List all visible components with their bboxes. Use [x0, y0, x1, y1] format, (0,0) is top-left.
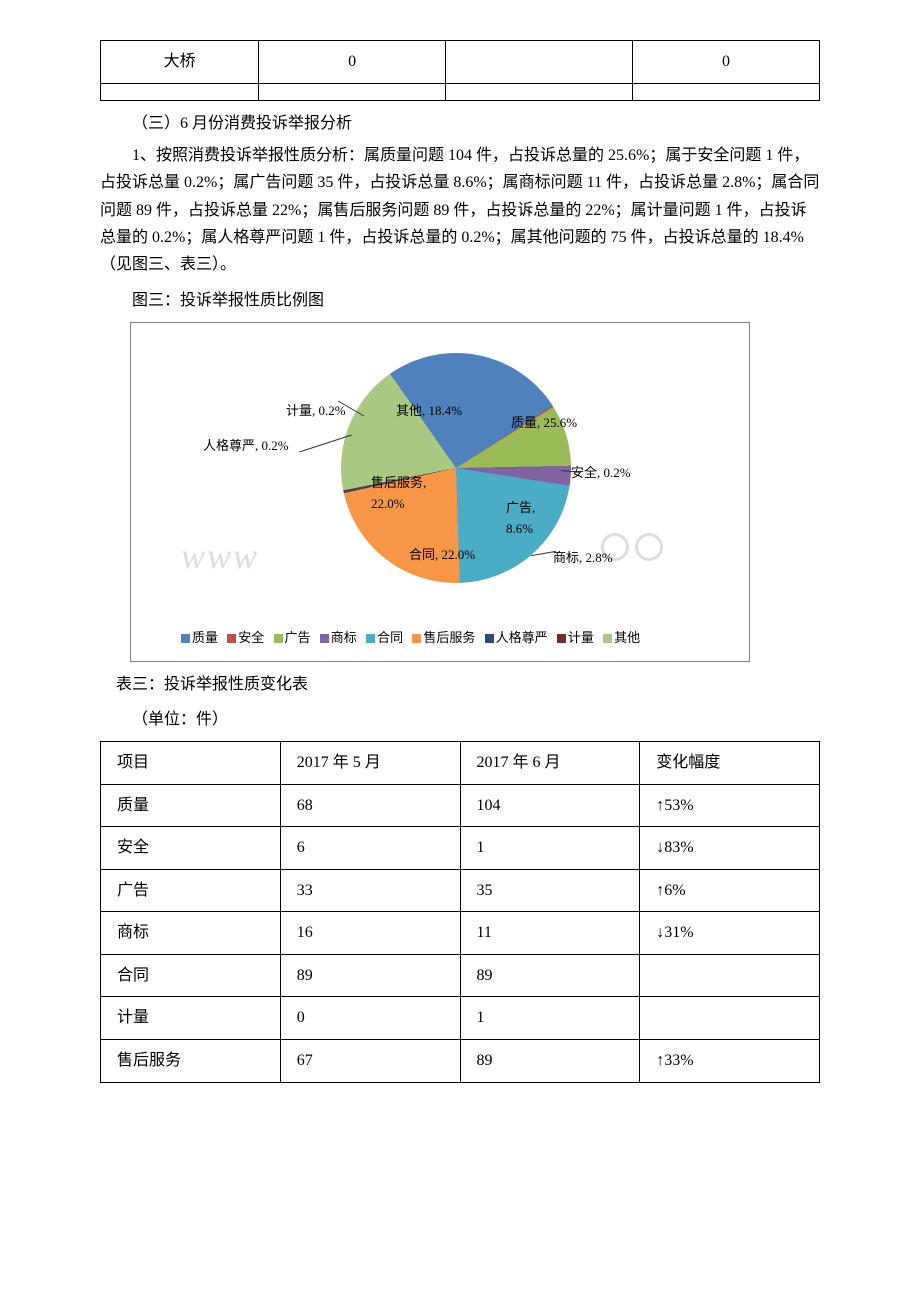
legend-item: 合同: [366, 628, 403, 649]
cell: ↑53%: [640, 784, 820, 827]
col-header: 变化幅度: [640, 741, 820, 784]
legend-item: 售后服务: [412, 628, 475, 649]
top-partial-table: 大桥 0 0: [100, 40, 820, 101]
cell: ↓83%: [640, 827, 820, 870]
cell: 0: [280, 997, 460, 1040]
legend-swatch-icon: [320, 634, 329, 643]
table-row: 大桥 0 0: [101, 41, 820, 84]
col-header: 2017 年 6 月: [460, 741, 640, 784]
document-page: 大桥 0 0 （三）6 月份消费投诉举报分析 1、按照消费投诉举报性质分析：属质…: [0, 0, 920, 1133]
legend-swatch-icon: [485, 634, 494, 643]
cell: 商标: [101, 912, 281, 955]
legend-item: 计量: [557, 628, 594, 649]
watermark-circle-icon: [635, 533, 663, 561]
legend-swatch-icon: [274, 634, 283, 643]
cell: 1: [460, 997, 640, 1040]
cell: 67: [280, 1040, 460, 1083]
cell: 安全: [101, 827, 281, 870]
cell: [640, 954, 820, 997]
table-row: 质量68104↑53%: [101, 784, 820, 827]
legend-swatch-icon: [412, 634, 421, 643]
legend-swatch-icon: [557, 634, 566, 643]
chart-legend: 质量 安全 广告 商标 合同 售后服务 人格尊严 计量 其他: [181, 628, 646, 649]
cell: ↑6%: [640, 869, 820, 912]
table-row: 合同8989: [101, 954, 820, 997]
cell: 6: [280, 827, 460, 870]
watermark-text: www: [181, 528, 259, 586]
cell: [259, 83, 446, 100]
legend-item: 商标: [320, 628, 357, 649]
cell: [633, 83, 820, 100]
legend-swatch-icon: [603, 634, 612, 643]
cell: ↑33%: [640, 1040, 820, 1083]
table-row: [101, 83, 820, 100]
slice-label-quality: 质量, 25.6%: [511, 413, 577, 434]
cell: 质量: [101, 784, 281, 827]
cell: 89: [460, 1040, 640, 1083]
slice-label-safety: 安全, 0.2%: [571, 463, 631, 484]
cell: ↓31%: [640, 912, 820, 955]
slice-label-other: 其他, 18.4%: [396, 401, 462, 422]
legend-item: 质量: [181, 628, 218, 649]
legend-item: 人格尊严: [485, 628, 548, 649]
slice-label-dignity: 人格尊严, 0.2%: [203, 436, 289, 457]
legend-swatch-icon: [227, 634, 236, 643]
cell: [446, 41, 633, 84]
cell: 104: [460, 784, 640, 827]
legend-item: 广告: [274, 628, 311, 649]
cell: 合同: [101, 954, 281, 997]
table-3-change-table: 项目 2017 年 5 月 2017 年 6 月 变化幅度 质量68104↑53…: [100, 741, 820, 1083]
table-row: 售后服务6789↑33%: [101, 1040, 820, 1083]
legend-swatch-icon: [181, 634, 190, 643]
cell: 0: [633, 41, 820, 84]
cell: 计量: [101, 997, 281, 1040]
table-3-unit: （单位：件）: [100, 707, 820, 733]
cell: 售后服务: [101, 1040, 281, 1083]
cell: 16: [280, 912, 460, 955]
cell: 33: [280, 869, 460, 912]
cell: 11: [460, 912, 640, 955]
table-row: 广告3335↑6%: [101, 869, 820, 912]
table-row: 计量01: [101, 997, 820, 1040]
table-3-caption: 表三：投诉举报性质变化表: [100, 672, 820, 698]
table-row: 商标1611↓31%: [101, 912, 820, 955]
cell: 89: [460, 954, 640, 997]
slice-label-aftersale: 售后服务,22.0%: [371, 473, 426, 515]
col-header: 项目: [101, 741, 281, 784]
table-row: 安全61↓83%: [101, 827, 820, 870]
cell: 35: [460, 869, 640, 912]
cell: [640, 997, 820, 1040]
cell: 1: [460, 827, 640, 870]
slice-label-measure: 计量, 0.2%: [286, 401, 346, 422]
legend-item: 其他: [603, 628, 640, 649]
col-header: 2017 年 5 月: [280, 741, 460, 784]
analysis-paragraph: 1、按照消费投诉举报性质分析：属质量问题 104 件，占投诉总量的 25.6%；…: [100, 142, 820, 278]
slice-label-advert: 广告,8.6%: [506, 498, 535, 540]
cell: 68: [280, 784, 460, 827]
figure-3-caption: 图三：投诉举报性质比例图: [100, 288, 820, 314]
table-header-row: 项目 2017 年 5 月 2017 年 6 月 变化幅度: [101, 741, 820, 784]
slice-label-trademark: 商标, 2.8%: [553, 548, 613, 569]
legend-swatch-icon: [366, 634, 375, 643]
section-heading-3: （三）6 月份消费投诉举报分析: [100, 111, 820, 137]
cell: 大桥: [101, 41, 259, 84]
slice-label-contract: 合同, 22.0%: [409, 545, 475, 566]
cell: 0: [259, 41, 446, 84]
cell: 89: [280, 954, 460, 997]
cell: [446, 83, 633, 100]
cell: [101, 83, 259, 100]
pie-chart-figure-3: www 质量, 25.6% 安全, 0.2% 广告,8.6% 商标, 2.8% …: [130, 322, 750, 662]
cell: 广告: [101, 869, 281, 912]
legend-item: 安全: [227, 628, 264, 649]
